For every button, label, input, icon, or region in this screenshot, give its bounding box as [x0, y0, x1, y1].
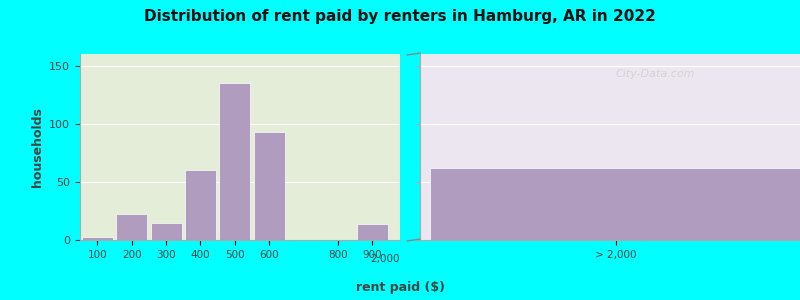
- Y-axis label: households: households: [30, 107, 44, 187]
- Text: City-Data.com: City-Data.com: [615, 69, 695, 79]
- Bar: [430, 168, 800, 240]
- Bar: [82, 236, 113, 240]
- Bar: [116, 214, 147, 240]
- Bar: [219, 83, 250, 240]
- Text: Distribution of rent paid by renters in Hamburg, AR in 2022: Distribution of rent paid by renters in …: [144, 9, 656, 24]
- Text: 2,000: 2,000: [370, 254, 400, 264]
- Bar: [357, 224, 388, 240]
- Text: rent paid ($): rent paid ($): [355, 281, 445, 295]
- Bar: [254, 132, 285, 240]
- Bar: [185, 170, 216, 240]
- Bar: [150, 223, 182, 240]
